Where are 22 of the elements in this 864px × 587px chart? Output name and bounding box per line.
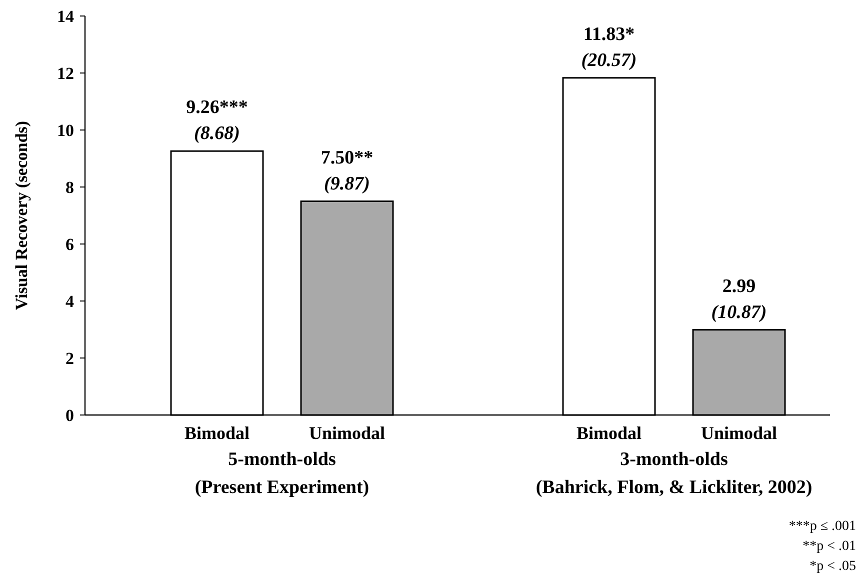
data-label: 7.50** (9.87) — [320, 147, 374, 194]
text: 5-month-olds (Present Experiment) — [194, 449, 370, 498]
y-tick-label: 4 — [66, 292, 74, 311]
y-tick-label: 14 — [57, 6, 74, 26]
y-tick-label: 10 — [57, 120, 74, 140]
x-tick-label: Bimodal — [576, 423, 642, 443]
data-label: 2.99 (10.87) — [711, 276, 767, 323]
y-axis-title: Visual Recovery (seconds) — [12, 120, 31, 310]
data-label: 11.83* (20.57) — [581, 24, 637, 71]
text: 3-month-olds (Bahrick, Flom, & Lickliter, 2002) — [536, 449, 812, 498]
data-label: 9.26*** (8.68) — [186, 97, 248, 144]
y-tick-label: 2 — [66, 348, 74, 368]
y-tick-label: 12 — [57, 64, 74, 83]
text: *p < .05 — [810, 559, 856, 574]
y-tick-label: 8 — [66, 178, 74, 197]
y-tick-label: 6 — [66, 234, 74, 254]
x-tick-label: Unimodal — [700, 423, 778, 443]
x-tick-label: Bimodal — [184, 423, 250, 443]
text: **p < .01 — [802, 539, 856, 554]
x-tick-label: Unimodal — [308, 423, 386, 443]
y-tick-label: 0 — [66, 406, 74, 425]
text: ***p ≤ .001 — [788, 519, 856, 534]
